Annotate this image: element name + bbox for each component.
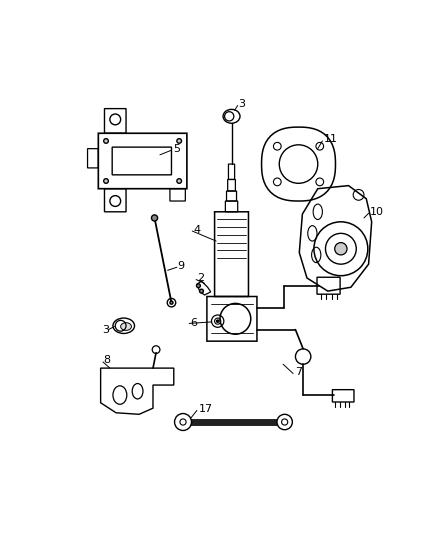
Text: 4: 4: [193, 224, 200, 235]
Text: 3: 3: [238, 99, 245, 109]
Circle shape: [196, 284, 200, 288]
Text: 2: 2: [196, 273, 204, 283]
Text: 17: 17: [198, 404, 212, 414]
Circle shape: [177, 179, 181, 183]
Text: 5: 5: [173, 144, 180, 154]
Circle shape: [334, 243, 346, 255]
Circle shape: [276, 414, 292, 430]
Text: 7: 7: [294, 367, 301, 377]
Text: 3: 3: [102, 325, 109, 335]
Circle shape: [281, 419, 287, 425]
Text: 9: 9: [177, 261, 184, 271]
Ellipse shape: [120, 322, 131, 330]
Circle shape: [103, 139, 108, 143]
Circle shape: [177, 139, 181, 143]
Circle shape: [174, 414, 191, 431]
Circle shape: [151, 215, 157, 221]
Circle shape: [180, 419, 186, 425]
Text: 8: 8: [103, 356, 110, 366]
Circle shape: [103, 179, 108, 183]
Text: 10: 10: [369, 207, 383, 217]
Text: 6: 6: [190, 318, 197, 328]
Text: 11: 11: [323, 134, 337, 144]
Circle shape: [199, 289, 203, 293]
Circle shape: [170, 301, 173, 304]
Circle shape: [216, 320, 218, 322]
